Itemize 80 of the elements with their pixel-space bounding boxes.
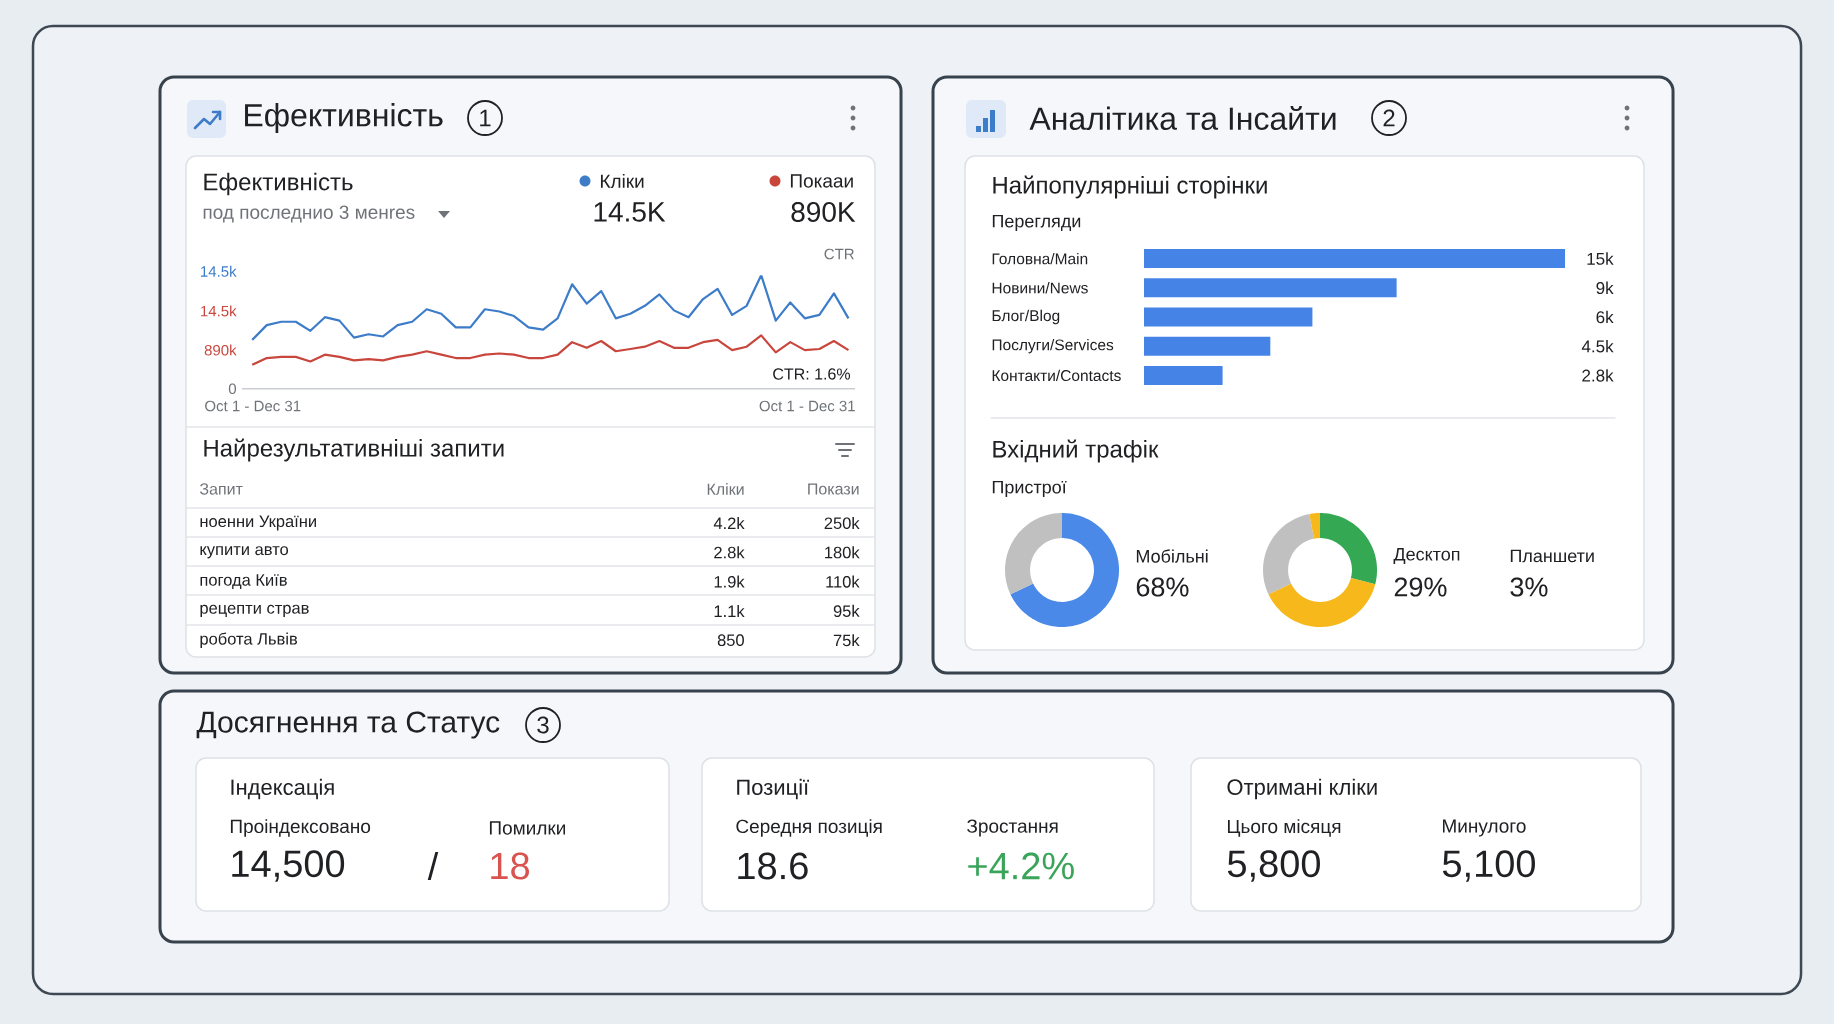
slice-label: Десктоп: [1393, 548, 1460, 564]
text: 2.8k: [714, 546, 745, 559]
bar: [1144, 307, 1313, 327]
slice-label: Мобільні: [1136, 549, 1208, 563]
bar: [1144, 278, 1397, 298]
text: купити авто: [200, 546, 289, 559]
data-label: 2.8k: [1582, 369, 1614, 382]
bar: [1144, 336, 1271, 356]
text: Найрезультативніші запити: [204, 438, 504, 462]
text: 18.6: [738, 852, 808, 880]
y-tick-label: Головна/Main: [992, 252, 1088, 265]
text: Помилки: [489, 821, 566, 835]
text: 5,800: [1227, 850, 1320, 882]
text: Кліки: [707, 483, 744, 495]
text: 4.2k: [713, 517, 745, 529]
bar: [1144, 249, 1566, 269]
text: 850: [717, 634, 744, 647]
text: 890K: [791, 202, 856, 222]
text: ноенни України: [200, 515, 316, 531]
y-tick-label: Новини/News: [992, 282, 1088, 294]
text: рецепти страв: [200, 604, 309, 618]
text: 110k: [826, 575, 860, 588]
text: Отримані кліки: [1227, 778, 1377, 800]
text: Ефективність: [245, 103, 443, 133]
chart-title: Найпопулярніші сторінки: [993, 175, 1267, 199]
y-tick-label: Контакти/Contacts: [992, 369, 1121, 382]
text: 890k: [204, 344, 237, 356]
text: Досягнення та Статус: [196, 711, 500, 739]
text: Покази: [808, 483, 859, 495]
text: 3%: [1510, 577, 1548, 597]
y-tick-label: Послуги/Services: [992, 338, 1114, 354]
text: Цього місяця: [1227, 819, 1341, 837]
text: 95k: [833, 604, 860, 617]
text: 180k: [825, 546, 860, 559]
text: Проіндексовано: [230, 819, 371, 837]
text: 0: [228, 383, 237, 395]
bar: [1144, 365, 1223, 385]
y-tick-label: Блог/Blog: [992, 309, 1060, 325]
data-label: 4.5k: [1581, 339, 1614, 353]
text: робота Львів: [200, 632, 298, 648]
chart-subtitle: Перегляди: [992, 214, 1081, 232]
chart-title: Вхідний трафік: [993, 439, 1159, 463]
text: 3: [537, 716, 549, 734]
data-label: 29%: [1394, 577, 1447, 597]
text: 14.5K: [594, 202, 666, 222]
text: Індексація: [231, 778, 334, 800]
text: 1.9k: [714, 575, 745, 588]
text: 250k: [824, 516, 860, 530]
text: 2: [1383, 109, 1395, 127]
text: Аналітика та Інсайти: [1029, 105, 1336, 131]
text: 5,100: [1442, 850, 1535, 882]
legend-label: Покааи: [790, 174, 853, 188]
text: Зростання: [967, 819, 1058, 837]
data-label: 6k: [1596, 310, 1614, 324]
data-label: 68%: [1136, 577, 1189, 597]
text: 18: [491, 852, 530, 880]
text: Запит: [199, 483, 243, 495]
text: +4.2%: [968, 852, 1074, 880]
chart-title: Ефективність: [204, 172, 353, 196]
text: 14.5k: [201, 265, 237, 277]
data-label: 15k: [1587, 252, 1614, 265]
text: Минулого: [1442, 819, 1526, 837]
data-label: 9k: [1596, 281, 1614, 295]
text: Середня позиція: [736, 819, 882, 837]
chart-subtitle: под последнио 3 менres: [203, 205, 415, 223]
text: 14.5k: [201, 305, 237, 317]
chart-subtitle: Пристрої: [992, 480, 1067, 498]
text: 14,500: [232, 850, 345, 882]
text: 1: [480, 109, 491, 127]
text: 1.1k: [714, 604, 745, 617]
text: /: [427, 852, 439, 880]
text: 75k: [833, 634, 860, 647]
text: Планшети: [1510, 549, 1594, 563]
text: Oct 1 - Dec 31: [759, 400, 855, 412]
annotation: CTR: 1.6%: [773, 368, 851, 380]
text: CTR: [824, 248, 854, 260]
text: Oct 1 - Dec 31: [205, 400, 301, 412]
text: погода Київ: [200, 574, 287, 589]
legend-label: Кліки: [600, 174, 644, 188]
text: Позиції: [737, 778, 809, 800]
